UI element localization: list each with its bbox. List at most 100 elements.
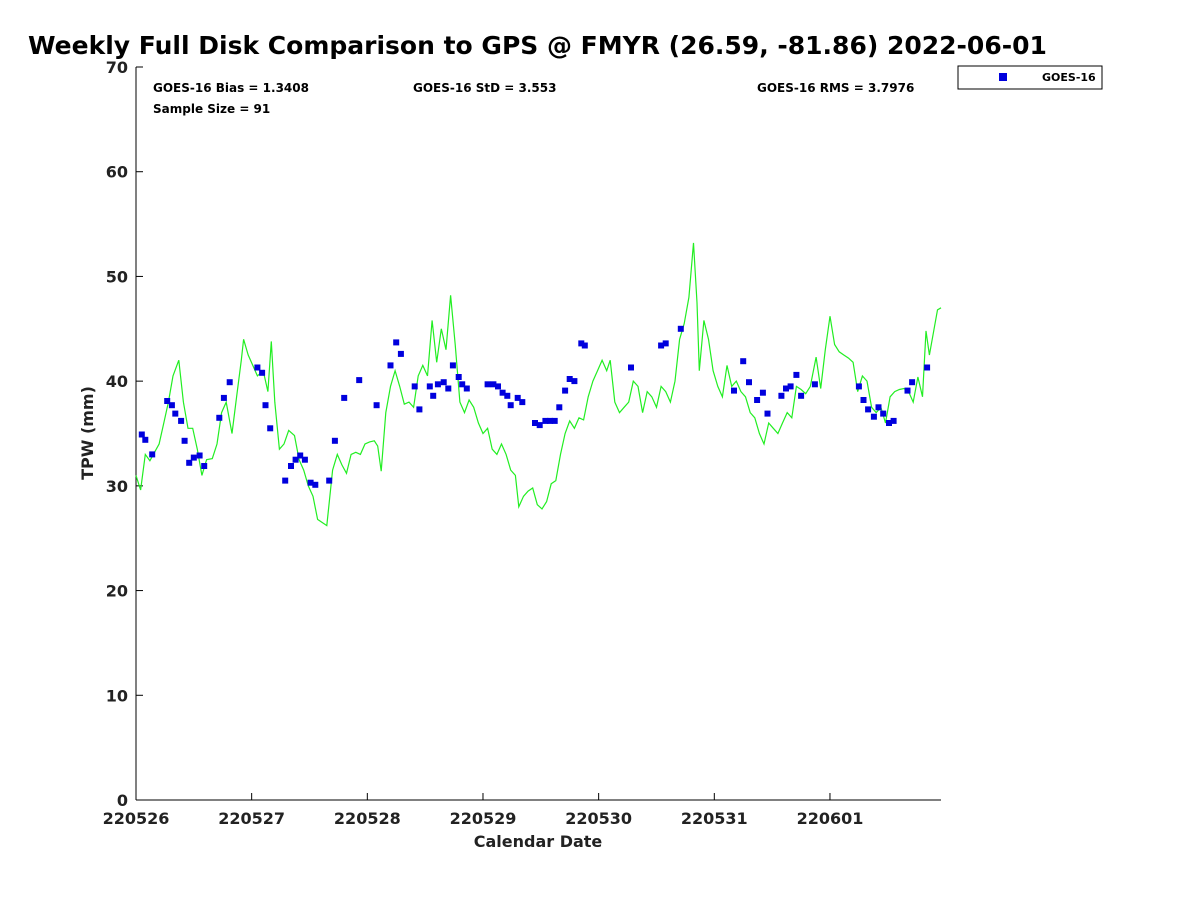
goes-16-point (181, 437, 188, 444)
goes-16-point (326, 477, 333, 484)
legend-box (957, 65, 1103, 90)
goes-16-point (519, 399, 526, 406)
goes-16-point (449, 362, 456, 369)
goes-16-point (536, 422, 543, 429)
goes-16-point (677, 325, 684, 332)
goes-16-series (138, 325, 931, 488)
goes-16-point (267, 425, 274, 432)
goes-16-point (551, 417, 558, 424)
goes-16-point (168, 402, 175, 409)
goes-16-point (855, 383, 862, 390)
goes-16-point (571, 378, 578, 385)
goes-16-point (870, 413, 877, 420)
goes-16-point (196, 452, 203, 459)
std-stat: GOES-16 StD = 3.553 (413, 81, 556, 95)
y-tick-label: 0 (117, 791, 128, 810)
gps-series-line (135, 242, 942, 527)
goes-16-point (373, 402, 380, 409)
goes-16-point (811, 381, 818, 388)
goes-16-point (890, 417, 897, 424)
goes-16-point (924, 364, 931, 371)
goes-16-point (566, 376, 573, 382)
goes-16-point (301, 456, 308, 463)
goes-16-point (880, 410, 887, 417)
goes-16-point (411, 383, 418, 390)
goes-16-point (440, 379, 447, 386)
goes-16-point (547, 417, 554, 424)
goes-16-point (288, 463, 294, 469)
sample-size-stat: Sample Size = 91 (153, 102, 270, 116)
goes-16-point (504, 392, 511, 399)
goes-16-point (662, 340, 669, 347)
x-tick-label: 220526 (103, 809, 170, 828)
goes-16-point (658, 342, 665, 349)
rms-stat: GOES-16 RMS = 3.7976 (757, 81, 914, 95)
goes-16-point (556, 404, 563, 411)
goes-16-point (178, 417, 185, 424)
goes-16-point (542, 417, 549, 424)
y-tick-label: 40 (106, 372, 128, 391)
goes-16-point (297, 452, 304, 459)
goes-16-point (499, 389, 506, 396)
x-tick-label: 220531 (681, 809, 748, 828)
goes-16-point (798, 392, 805, 399)
x-axis-label: Calendar Date (474, 832, 603, 851)
goes-16-point (142, 436, 149, 443)
goes-16-point (562, 387, 569, 394)
goes-16-point (190, 454, 197, 461)
goes-16-point (226, 379, 233, 386)
goes-16-point (416, 406, 423, 413)
goes-16-point (514, 394, 521, 401)
y-tick-label: 30 (106, 477, 128, 496)
goes-16-point (397, 350, 404, 357)
goes-16-point (254, 364, 261, 371)
goes-16-point (860, 397, 867, 403)
goes-16-point (463, 385, 470, 392)
y-axis-label: TPW (mm) (78, 386, 97, 480)
y-ticks: 0 10 20 30 40 50 60 70 (106, 58, 143, 810)
y-tick-label: 10 (106, 686, 128, 705)
goes-16-point (904, 387, 911, 394)
x-tick-label: 220528 (334, 809, 401, 828)
goes-16-point (740, 358, 747, 365)
legend-label-goes-16: GOES-16 (1042, 71, 1096, 84)
goes-16-point (259, 369, 266, 376)
legend: GOES-16 (957, 65, 1103, 90)
goes-16-point (783, 385, 789, 392)
goes-16-point (886, 420, 892, 426)
goes-16-point (445, 385, 452, 392)
goes-16-point (875, 404, 882, 411)
x-tick-label: 220529 (450, 809, 517, 828)
goes-16-point (138, 431, 145, 438)
goes-16-point (455, 374, 462, 380)
goes-16-point (387, 362, 394, 369)
goes-16-point (201, 463, 208, 469)
goes-16-point (793, 371, 800, 378)
goes-16-point (331, 437, 338, 444)
goes-16-point (787, 383, 794, 390)
x-ticks: 220526 220527 220528 220529 220530 220531 2206… (103, 793, 863, 828)
goes-16-point (909, 379, 916, 386)
goes-16-point (778, 392, 785, 399)
goes-16-point (495, 383, 501, 390)
goes-16-point (532, 420, 538, 426)
goes-16-point (754, 397, 761, 403)
goes-16-point (731, 387, 737, 394)
goes-16-point (490, 381, 497, 388)
goes-16-point (578, 340, 585, 347)
y-tick-label: 20 (106, 582, 128, 601)
goes-16-point (149, 451, 156, 458)
goes-16-point (393, 339, 400, 346)
goes-16-point (434, 381, 441, 388)
chart-title: Weekly Full Disk Comparison to GPS @ FMY… (28, 31, 1047, 60)
legend-marker-goes-16 (999, 73, 1007, 81)
y-tick-label: 70 (106, 58, 128, 77)
goes-16-point (312, 481, 319, 488)
goes-16-point (262, 402, 269, 409)
goes-16-point (292, 456, 299, 463)
goes-16-point (507, 402, 514, 409)
goes-16-point (307, 479, 314, 486)
goes-16-point (216, 414, 223, 421)
goes-16-point (430, 392, 437, 399)
plot-area (135, 67, 941, 801)
